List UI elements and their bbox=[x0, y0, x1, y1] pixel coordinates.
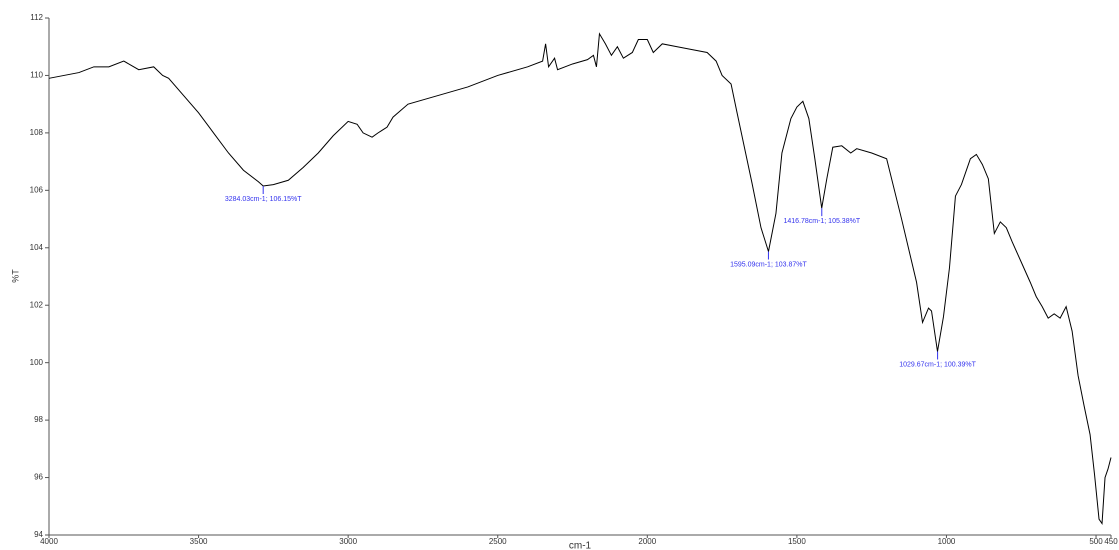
y-tick-label: 110 bbox=[30, 71, 43, 80]
peak-label: 1029.67cm-1; 100.39%T bbox=[899, 361, 976, 368]
y-tick-label: 104 bbox=[30, 243, 44, 252]
y-axis-title: %T bbox=[10, 269, 20, 283]
y-tick-label: 102 bbox=[30, 300, 44, 309]
x-tick-label: 3000 bbox=[339, 537, 357, 546]
y-tick-label: 94 bbox=[34, 530, 43, 539]
x-tick-label: 3500 bbox=[190, 537, 208, 546]
y-tick-label: 98 bbox=[34, 415, 43, 424]
x-tick-label: 4000 bbox=[40, 537, 58, 546]
x-tick-label: 1500 bbox=[788, 537, 806, 546]
y-tick-label: 106 bbox=[30, 185, 44, 194]
y-tick-label: 112 bbox=[30, 13, 43, 22]
x-tick-label: 1000 bbox=[938, 537, 956, 546]
y-tick-label: 96 bbox=[34, 473, 43, 482]
x-tick-label: 2000 bbox=[638, 537, 656, 546]
peak-label: 1595.09cm-1; 103.87%T bbox=[730, 261, 807, 268]
peak-label: 1416.78cm-1; 105.38%T bbox=[783, 218, 860, 225]
x-tick-label: 450 bbox=[1104, 537, 1118, 546]
x-tick-label: 2500 bbox=[489, 537, 507, 546]
x-tick-label: 500 bbox=[1089, 537, 1103, 546]
peak-label: 3284.03cm-1; 106.15%T bbox=[225, 196, 302, 203]
y-tick-label: 108 bbox=[30, 128, 44, 137]
x-axis-title: cm-1 bbox=[569, 541, 592, 550]
y-tick-label: 100 bbox=[30, 358, 44, 367]
spectrum-line bbox=[48, 32, 1112, 525]
